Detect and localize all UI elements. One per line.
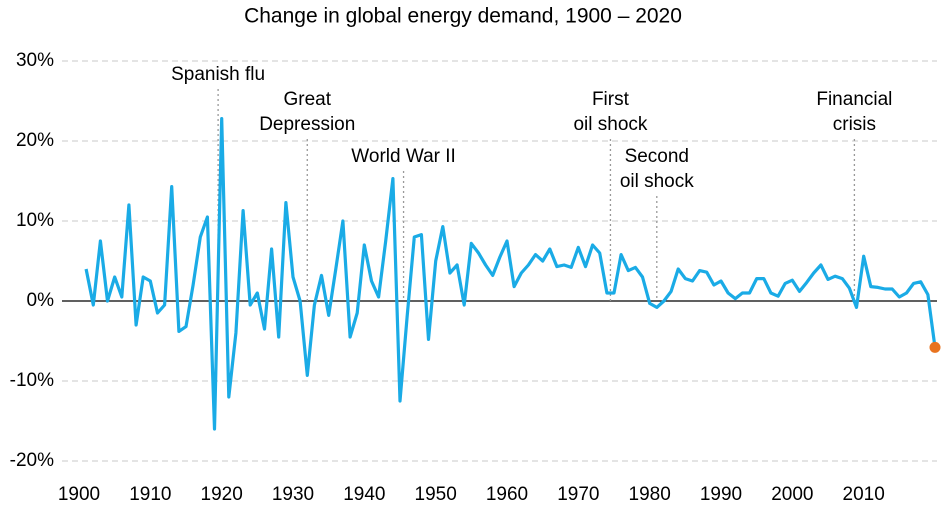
annotation-text: Second xyxy=(625,146,689,167)
x-tick-label: 1930 xyxy=(272,484,314,505)
annotation-text: oil shock xyxy=(620,171,694,192)
x-tick-label: 1950 xyxy=(415,484,457,505)
highlight-point xyxy=(929,341,941,353)
x-tick-label: 1960 xyxy=(486,484,528,505)
x-tick-label: 1940 xyxy=(343,484,385,505)
x-tick-label: 1900 xyxy=(58,484,100,505)
x-tick-label: 1910 xyxy=(129,484,171,505)
annotation-text: crisis xyxy=(833,114,876,135)
annotation-text: oil shock xyxy=(573,114,647,135)
x-tick-label: 1920 xyxy=(201,484,243,505)
x-tick-label: 1970 xyxy=(557,484,599,505)
x-tick-label: 2010 xyxy=(843,484,885,505)
x-tick-label: 1980 xyxy=(629,484,671,505)
annotation-text: Spanish flu xyxy=(171,64,265,85)
x-tick-label: 1990 xyxy=(700,484,742,505)
y-tick-label: -10% xyxy=(10,370,54,391)
y-tick-label: 0% xyxy=(27,290,55,311)
annotation-text: Depression xyxy=(259,114,355,135)
annotation-text: World War II xyxy=(351,146,456,167)
y-tick-label: 30% xyxy=(16,50,54,71)
y-tick-label: 10% xyxy=(16,210,54,231)
annotation-text: Great xyxy=(284,89,332,110)
y-tick-label: 20% xyxy=(16,130,54,151)
data-line xyxy=(84,117,937,431)
chart-title: Change in global energy demand, 1900 – 2… xyxy=(244,5,682,28)
y-tick-label: -20% xyxy=(10,450,54,471)
annotation-text: First xyxy=(592,89,630,110)
annotation-text: Financial xyxy=(816,89,892,110)
x-tick-label: 2000 xyxy=(771,484,813,505)
